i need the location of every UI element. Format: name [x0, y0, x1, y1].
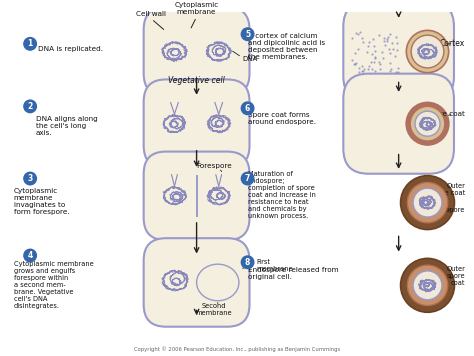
Text: Cytoplasmic
membrane: Cytoplasmic membrane [174, 2, 219, 15]
Ellipse shape [401, 258, 455, 312]
Text: Outer
spore coat: Outer spore coat [430, 183, 465, 195]
FancyBboxPatch shape [144, 7, 249, 96]
FancyBboxPatch shape [144, 238, 249, 327]
Text: Spore coat forms
around endospore.: Spore coat forms around endospore. [247, 112, 316, 125]
Text: 7: 7 [245, 174, 250, 183]
Text: Cortex: Cortex [440, 39, 465, 48]
Ellipse shape [197, 264, 239, 301]
Text: 8: 8 [245, 258, 250, 267]
Circle shape [24, 38, 36, 50]
Text: Second
membrane: Second membrane [196, 303, 232, 316]
Circle shape [241, 256, 254, 268]
Circle shape [24, 100, 36, 112]
Ellipse shape [413, 271, 442, 300]
Text: 2: 2 [27, 102, 33, 111]
Text: 6: 6 [245, 104, 250, 113]
Text: Endospore released from
original cell.: Endospore released from original cell. [247, 267, 338, 280]
Ellipse shape [407, 265, 448, 305]
Text: A cortex of calcium
and dipicolinic acid is
deposited between
the membranes.: A cortex of calcium and dipicolinic acid… [247, 33, 325, 60]
Text: 3: 3 [27, 174, 33, 183]
Text: DNA aligns along
the cell's long
axis.: DNA aligns along the cell's long axis. [36, 116, 98, 136]
Text: Maturation of
endospore;
completion of spore
coat and increase in
resistance to : Maturation of endospore; completion of s… [247, 171, 316, 219]
Ellipse shape [415, 111, 440, 136]
Ellipse shape [401, 176, 455, 230]
Text: Endospore: Endospore [429, 207, 465, 213]
Text: DNA: DNA [243, 56, 258, 62]
Circle shape [241, 28, 254, 41]
FancyBboxPatch shape [144, 79, 249, 168]
Text: 1: 1 [27, 39, 33, 48]
Text: Forespore: Forespore [196, 163, 232, 169]
Text: Vegetative cell: Vegetative cell [168, 76, 225, 85]
Circle shape [24, 249, 36, 262]
Circle shape [241, 102, 254, 115]
Text: Cell wall: Cell wall [137, 11, 166, 17]
FancyBboxPatch shape [144, 152, 249, 240]
FancyBboxPatch shape [343, 1, 454, 101]
Ellipse shape [405, 101, 450, 146]
Text: Cytoplasmic membrane
grows and engulfs
forespore within
a second mem-
brane. Veg: Cytoplasmic membrane grows and engulfs f… [14, 261, 93, 309]
Ellipse shape [411, 35, 444, 68]
Text: Cytoplasmic
membrane
invaginates to
form forespore.: Cytoplasmic membrane invaginates to form… [14, 188, 69, 215]
Text: Outer
spore
coat: Outer spore coat [446, 266, 465, 286]
Text: First
membrane: First membrane [256, 258, 293, 272]
Text: Copyright © 2006 Pearson Education, Inc., publishing as Benjamin Cummings: Copyright © 2006 Pearson Education, Inc.… [134, 346, 340, 352]
Ellipse shape [406, 30, 449, 73]
Ellipse shape [407, 182, 448, 223]
Text: 5: 5 [245, 30, 250, 39]
Text: DNA is replicated.: DNA is replicated. [38, 46, 103, 52]
Ellipse shape [413, 188, 442, 217]
Circle shape [24, 172, 36, 185]
Ellipse shape [410, 106, 445, 141]
FancyBboxPatch shape [343, 74, 454, 174]
Text: 4: 4 [27, 251, 33, 260]
Circle shape [241, 172, 254, 185]
Text: Spore coat: Spore coat [426, 111, 465, 117]
